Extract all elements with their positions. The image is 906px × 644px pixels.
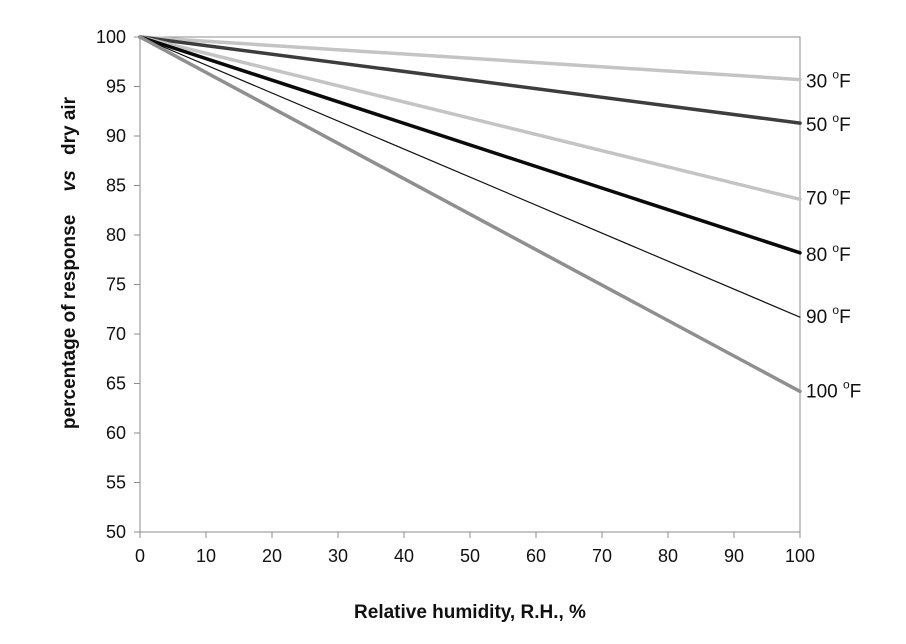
series-label-temp: 50 — [806, 115, 832, 136]
series-line-50f — [138, 35, 802, 125]
y-tick-label: 55 — [106, 473, 126, 493]
x-tick-label: 90 — [724, 546, 744, 566]
series-label-unit: F — [839, 115, 851, 136]
x-tick-label: 20 — [262, 546, 282, 566]
y-axis: 50 55 60 65 70 75 80 85 90 95 100 — [96, 27, 140, 542]
y-tick-label: 100 — [96, 27, 126, 47]
y-axis-title-part-3: dry air — [59, 96, 80, 155]
series-label-80f: 80 oF — [806, 241, 851, 266]
y-axis-title-part-1: percentage of response — [59, 215, 80, 429]
degree-symbol: o — [832, 111, 839, 125]
degree-symbol: o — [832, 184, 839, 198]
y-tick-label: 80 — [106, 225, 126, 245]
x-tick-label: 40 — [394, 546, 414, 566]
series-line-100f — [138, 35, 802, 394]
series-line-80f — [138, 35, 802, 255]
x-tick-label: 10 — [196, 546, 216, 566]
series-label-unit: F — [839, 307, 851, 328]
series-label-temp: 30 — [806, 72, 832, 93]
x-tick-label: 0 — [135, 546, 145, 566]
series-label-50f: 50 oF — [806, 111, 851, 136]
series-label-temp: 70 — [806, 188, 832, 209]
x-axis-title: Relative humidity, R.H., % — [354, 602, 586, 623]
y-tick-label: 65 — [106, 374, 126, 394]
y-tick-label: 70 — [106, 324, 126, 344]
y-tick-label: 60 — [106, 423, 126, 443]
y-axis-title: percentage of response vs dry air — [59, 96, 80, 429]
y-axis-title-part-2: vs — [59, 170, 80, 191]
y-tick-label: 90 — [106, 126, 126, 146]
series-label-temp: 100 — [806, 381, 843, 402]
y-tick-label: 50 — [106, 522, 126, 542]
degree-symbol: o — [843, 377, 850, 391]
y-tick-label: 95 — [106, 77, 126, 97]
series-label-unit: F — [839, 188, 851, 209]
x-tick-label: 60 — [526, 546, 546, 566]
x-axis: 0 10 20 30 40 50 60 70 80 90 100 — [135, 532, 815, 566]
x-tick-label: 50 — [460, 546, 480, 566]
x-tick-label: 30 — [328, 546, 348, 566]
series-line-90f — [139, 36, 801, 318]
y-tick-label: 75 — [106, 275, 126, 295]
series-line-30f — [138, 35, 802, 82]
series-label-temp: 90 — [806, 307, 832, 328]
x-tick-label: 70 — [592, 546, 612, 566]
series-lines — [138, 35, 802, 394]
series-label-unit: F — [839, 245, 851, 266]
series-label-100f: 100 oF — [806, 377, 861, 402]
series-label-unit: F — [850, 381, 862, 402]
series-line-70f — [138, 35, 802, 202]
series-label-90f: 90 oF — [806, 303, 851, 328]
y-tick-label: 85 — [106, 176, 126, 196]
series-label-unit: F — [839, 72, 851, 93]
degree-symbol: o — [832, 68, 839, 82]
series-label-30f: 30 oF — [806, 68, 851, 93]
x-tick-label: 80 — [658, 546, 678, 566]
degree-symbol: o — [832, 241, 839, 255]
x-tick-label: 100 — [785, 546, 815, 566]
degree-symbol: o — [832, 303, 839, 317]
series-label-70f: 70 oF — [806, 184, 851, 209]
series-label-temp: 80 — [806, 245, 832, 266]
